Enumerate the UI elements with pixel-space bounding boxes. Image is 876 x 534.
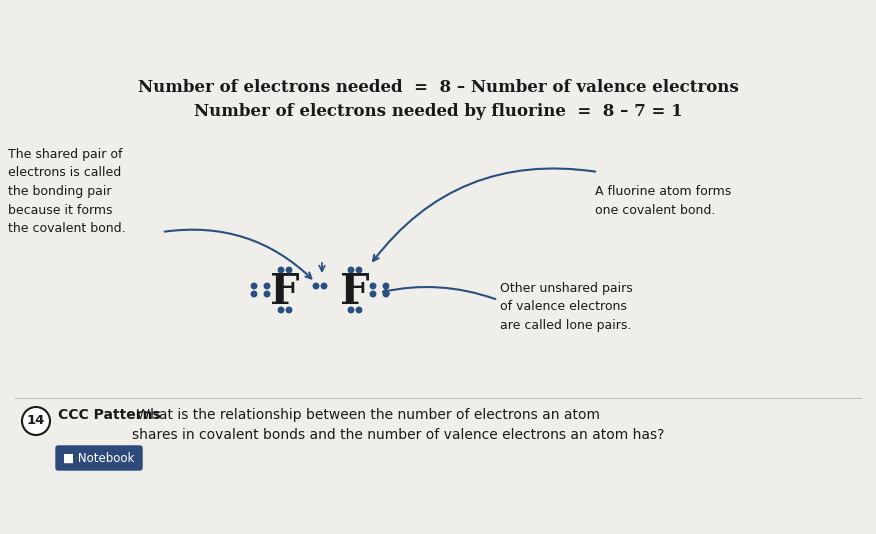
- Circle shape: [22, 407, 50, 435]
- FancyBboxPatch shape: [56, 446, 142, 470]
- Circle shape: [286, 267, 292, 273]
- Text: The shared pair of
electrons is called
the bonding pair
because it forms
the cov: The shared pair of electrons is called t…: [8, 148, 125, 235]
- Circle shape: [371, 291, 376, 297]
- Text: ■ Notebook: ■ Notebook: [63, 452, 135, 465]
- Text: Number of electrons needed by fluorine  =  8 – 7 = 1: Number of electrons needed by fluorine =…: [194, 104, 682, 121]
- Circle shape: [265, 291, 270, 297]
- Circle shape: [314, 283, 319, 289]
- Circle shape: [384, 291, 389, 297]
- Circle shape: [265, 283, 270, 289]
- Circle shape: [251, 291, 257, 297]
- Text: F: F: [340, 271, 370, 313]
- Circle shape: [349, 267, 354, 273]
- Text: What is the relationship between the number of electrons an atom
shares in coval: What is the relationship between the num…: [132, 408, 664, 442]
- Text: Other unshared pairs
of valence electrons
are called lone pairs.: Other unshared pairs of valence electron…: [500, 282, 632, 332]
- Text: 14: 14: [27, 414, 46, 428]
- Circle shape: [286, 307, 292, 313]
- Circle shape: [349, 307, 354, 313]
- Circle shape: [357, 267, 362, 273]
- Text: Number of electrons needed  =  8 – Number of valence electrons: Number of electrons needed = 8 – Number …: [138, 80, 738, 97]
- Circle shape: [384, 283, 389, 289]
- Circle shape: [357, 307, 362, 313]
- Circle shape: [251, 283, 257, 289]
- Text: CCC Patterns: CCC Patterns: [58, 408, 161, 422]
- Circle shape: [371, 283, 376, 289]
- Text: F: F: [271, 271, 300, 313]
- Circle shape: [279, 267, 284, 273]
- Circle shape: [321, 283, 327, 289]
- Text: A fluorine atom forms
one covalent bond.: A fluorine atom forms one covalent bond.: [595, 185, 731, 216]
- Circle shape: [279, 307, 284, 313]
